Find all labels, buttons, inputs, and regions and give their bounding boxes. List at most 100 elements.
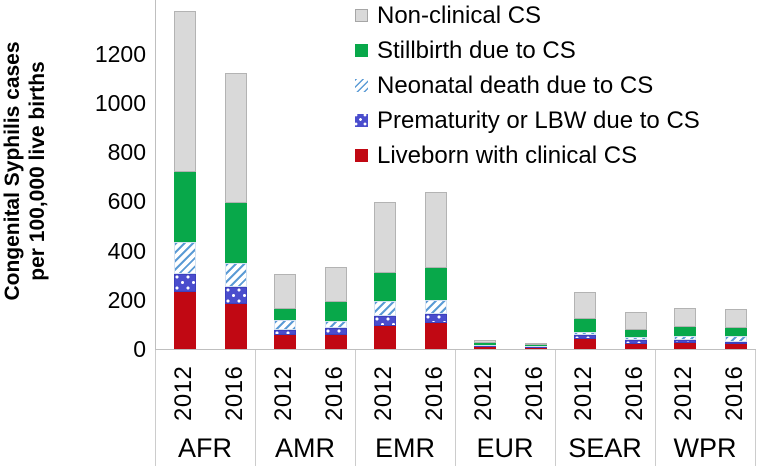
- group-divider: [255, 350, 256, 466]
- bar-segment-sear-2012-non-clinical-cs: [574, 292, 596, 319]
- bar-segment-sear-2016-non-clinical-cs: [625, 311, 647, 330]
- bar-segment-emr-2016-prematurity-or-lbw-due-to-cs: [425, 313, 447, 324]
- bar-segment-afr-2016-non-clinical-cs: [225, 73, 247, 203]
- x-year-label-sear-2016: 2016: [621, 365, 648, 421]
- bar-amr-2012: [274, 0, 296, 349]
- bar-segment-emr-2016-non-clinical-cs: [425, 192, 447, 268]
- bar-segment-wpr-2016-prematurity-or-lbw-due-to-cs: [725, 341, 747, 344]
- bar-segment-afr-2016-neonatal-death-due-to-cs: [225, 262, 247, 287]
- y-axis-tick-labels: 0 200 400 600 800 1000 1200: [0, 0, 146, 370]
- y-tick-label-200: 200: [107, 286, 146, 313]
- x-year-label-eur-2016: 2016: [521, 365, 548, 421]
- bar-segment-emr-2012-prematurity-or-lbw-due-to-cs: [374, 315, 396, 327]
- bar-segment-emr-2012-non-clinical-cs: [374, 202, 396, 274]
- bar-segment-wpr-2012-prematurity-or-lbw-due-to-cs: [674, 340, 696, 343]
- region-label-amr: AMR: [275, 433, 335, 463]
- bar-segment-sear-2012-prematurity-or-lbw-due-to-cs: [574, 335, 596, 340]
- bar-segment-amr-2012-liveborn-with-clinical-cs: [274, 335, 296, 349]
- bar-segment-amr-2012-non-clinical-cs: [274, 273, 296, 309]
- bar-segment-wpr-2012-neonatal-death-due-to-cs: [674, 336, 696, 341]
- x-year-label-sear-2012: 2012: [570, 365, 597, 421]
- legend-label: Neonatal death due to CS: [377, 72, 654, 99]
- bar-afr-2012: [174, 0, 196, 349]
- bar-segment-eur-2016-non-clinical-cs: [525, 342, 547, 346]
- bar-segment-afr-2012-neonatal-death-due-to-cs: [174, 241, 196, 274]
- bar-segment-sear-2012-neonatal-death-due-to-cs: [574, 331, 596, 336]
- region-label-sear: SEAR: [568, 433, 642, 463]
- bar-segment-amr-2016-non-clinical-cs: [325, 266, 347, 303]
- bar-segment-afr-2012-liveborn-with-clinical-cs: [174, 292, 196, 349]
- x-year-label-wpr-2012: 2012: [670, 365, 697, 421]
- bar-segment-afr-2012-prematurity-or-lbw-due-to-cs: [174, 273, 196, 293]
- group-divider: [155, 350, 156, 466]
- legend-swatch-stillbirth-icon: [355, 44, 368, 57]
- x-year-label-emr-2012: 2012: [370, 365, 397, 421]
- bar-segment-emr-2012-stillbirth-due-to-cs: [374, 273, 396, 301]
- group-divider: [655, 350, 656, 466]
- bar-segment-amr-2016-stillbirth-due-to-cs: [325, 302, 347, 322]
- bar-segment-emr-2016-liveborn-with-clinical-cs: [425, 323, 447, 349]
- bar-segment-eur-2016-liveborn-with-clinical-cs: [525, 347, 547, 349]
- bar-segment-afr-2016-liveborn-with-clinical-cs: [225, 304, 247, 349]
- region-label-emr: EMR: [375, 433, 435, 463]
- bar-sear-2016: [625, 0, 647, 349]
- x-year-label-emr-2016: 2016: [421, 365, 448, 421]
- bar-segment-wpr-2016-neonatal-death-due-to-cs: [725, 336, 747, 342]
- bar-segment-amr-2016-prematurity-or-lbw-due-to-cs: [325, 327, 347, 335]
- x-year-label-amr-2012: 2012: [270, 365, 297, 421]
- bar-segment-wpr-2016-stillbirth-due-to-cs: [725, 328, 747, 337]
- bar-segment-wpr-2016-liveborn-with-clinical-cs: [725, 343, 747, 349]
- bar-segment-wpr-2012-liveborn-with-clinical-cs: [674, 342, 696, 349]
- group-divider: [555, 350, 556, 466]
- x-year-label-eur-2012: 2012: [470, 365, 497, 421]
- y-tick-label-0: 0: [133, 336, 146, 362]
- legend-label: Non-clinical CS: [377, 2, 542, 29]
- x-year-label-wpr-2016: 2016: [721, 365, 748, 421]
- bar-wpr-2012: [674, 0, 696, 349]
- bar-segment-eur-2012-non-clinical-cs: [474, 339, 496, 344]
- y-tick-label-400: 400: [107, 237, 146, 264]
- legend-label: Liveborn with clinical CS: [377, 142, 638, 169]
- region-label-afr: AFR: [178, 433, 232, 463]
- bar-segment-emr-2012-liveborn-with-clinical-cs: [374, 326, 396, 349]
- bar-segment-emr-2016-neonatal-death-due-to-cs: [425, 299, 447, 314]
- bar-segment-amr-2012-stillbirth-due-to-cs: [274, 308, 296, 321]
- bar-segment-eur-2012-stillbirth-due-to-cs: [474, 343, 496, 346]
- legend-item-neonatal-death: Neonatal death due to CS: [355, 68, 700, 103]
- bar-segment-eur-2016-stillbirth-due-to-cs: [525, 345, 547, 347]
- plot-area: [155, 0, 756, 350]
- y-tick-label-1000: 1000: [94, 90, 146, 116]
- x-year-label-afr-2016: 2016: [221, 365, 248, 421]
- legend-swatch-non-clinical-cs-icon: [355, 9, 368, 22]
- bar-segment-sear-2016-stillbirth-due-to-cs: [625, 329, 647, 338]
- bar-segment-afr-2016-prematurity-or-lbw-due-to-cs: [225, 286, 247, 305]
- legend-swatch-neonatal-death-icon: [355, 79, 368, 92]
- y-tick-label-600: 600: [107, 188, 146, 215]
- legend-item-prematurity-lbw: Prematurity or LBW due to CS: [355, 103, 700, 138]
- bar-segment-wpr-2016-non-clinical-cs: [725, 308, 747, 329]
- group-divider: [755, 350, 756, 466]
- legend: Non-clinical CS Stillbirth due to CS Neo…: [355, 0, 700, 173]
- bar-segment-wpr-2012-stillbirth-due-to-cs: [674, 327, 696, 337]
- bar-segment-amr-2016-neonatal-death-due-to-cs: [325, 321, 347, 328]
- bar-eur-2016: [525, 0, 547, 349]
- region-label-wpr: WPR: [673, 433, 737, 463]
- legend-item-stillbirth: Stillbirth due to CS: [355, 33, 700, 68]
- bar-segment-amr-2012-prematurity-or-lbw-due-to-cs: [274, 329, 296, 336]
- bar-wpr-2016: [725, 0, 747, 349]
- group-divider: [455, 350, 456, 466]
- bar-segment-sear-2012-stillbirth-due-to-cs: [574, 318, 596, 332]
- x-axis-labels: 2012 2016 AFR 2012 2016 AMR 2012 2016 EMR 2012 201…: [155, 350, 756, 466]
- legend-label: Stillbirth due to CS: [377, 37, 576, 64]
- bar-segment-afr-2012-non-clinical-cs: [174, 10, 196, 173]
- region-label-eur: EUR: [476, 433, 534, 463]
- y-tick-label-1200: 1200: [94, 40, 146, 67]
- bar-afr-2016: [225, 0, 247, 349]
- x-year-label-amr-2016: 2016: [321, 365, 348, 421]
- legend-swatch-prematurity-lbw-icon: [355, 114, 368, 127]
- bar-sear-2012: [574, 0, 596, 349]
- bar-segment-sear-2016-neonatal-death-due-to-cs: [625, 337, 647, 341]
- y-tick-label-800: 800: [107, 139, 146, 166]
- x-year-label-afr-2012: 2012: [170, 365, 197, 421]
